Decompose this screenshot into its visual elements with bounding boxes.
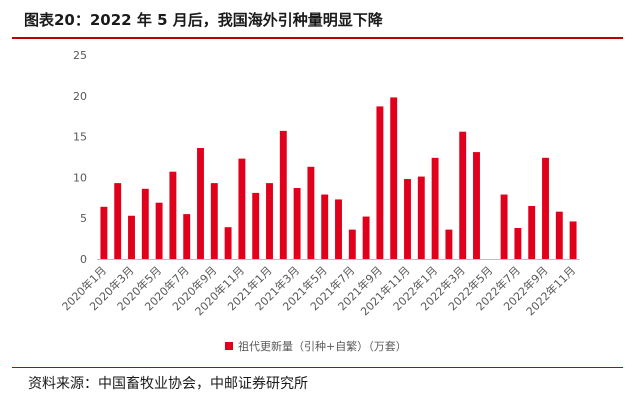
- legend-swatch: [225, 342, 233, 350]
- bar: [473, 152, 480, 259]
- bars: [100, 97, 577, 260]
- bar: [279, 130, 287, 259]
- legend-label: 祖代更新量（引种+自繁）（万套）: [238, 340, 407, 353]
- y-tick-label: 5: [80, 212, 87, 225]
- bar: [197, 148, 204, 259]
- y-tick-label: 25: [73, 49, 87, 62]
- bar: [445, 229, 453, 259]
- bar: [528, 205, 536, 259]
- title-bar: 图表20：2022 年 5 月后，我国海外引种量明显下降: [0, 0, 635, 40]
- y-axis: 0 5 10 15 20 25: [73, 49, 87, 266]
- y-tick-label: 15: [73, 131, 87, 144]
- bar: [348, 229, 356, 259]
- bar: [555, 211, 563, 259]
- bar: [417, 176, 425, 259]
- y-tick-label: 0: [80, 253, 87, 266]
- bar: [293, 188, 301, 259]
- bar: [459, 131, 467, 259]
- bar: [321, 194, 329, 259]
- bar: [404, 179, 411, 259]
- bar: [183, 214, 191, 259]
- bar: [155, 202, 163, 259]
- bar: [376, 106, 384, 259]
- bar: [390, 97, 398, 260]
- bar: [266, 183, 273, 259]
- bar: [210, 183, 218, 259]
- bar: [224, 227, 232, 259]
- bar: [335, 199, 342, 259]
- title-rule: [12, 37, 623, 39]
- bar: [362, 216, 370, 259]
- bar: [542, 157, 549, 259]
- source-note: 资料来源：中国畜牧业协会，中邮证券研究所: [28, 376, 308, 392]
- bar-chart: 0 5 10 15 20 25 2020年1月2020年3月2020年5月2020年7月2…: [59, 49, 580, 318]
- bar: [169, 171, 177, 259]
- bar: [100, 206, 108, 259]
- bar: [514, 227, 522, 259]
- y-tick-label: 20: [73, 90, 87, 103]
- y-tick-label: 10: [73, 171, 87, 184]
- bar: [252, 192, 260, 259]
- source-rule: [12, 367, 623, 368]
- bar: [307, 166, 315, 259]
- bar: [431, 157, 439, 259]
- x-axis: 2020年1月2020年3月2020年5月2020年7月2020年9月2020年…: [59, 263, 578, 318]
- bar: [114, 183, 122, 259]
- chart-title: 图表20：2022 年 5 月后，我国海外引种量明显下降: [24, 11, 383, 29]
- bar: [500, 194, 508, 259]
- bar: [569, 221, 577, 259]
- bar: [141, 188, 149, 259]
- bar: [128, 215, 135, 259]
- bar: [238, 158, 246, 259]
- legend: 祖代更新量（引种+自繁）（万套）: [225, 338, 407, 354]
